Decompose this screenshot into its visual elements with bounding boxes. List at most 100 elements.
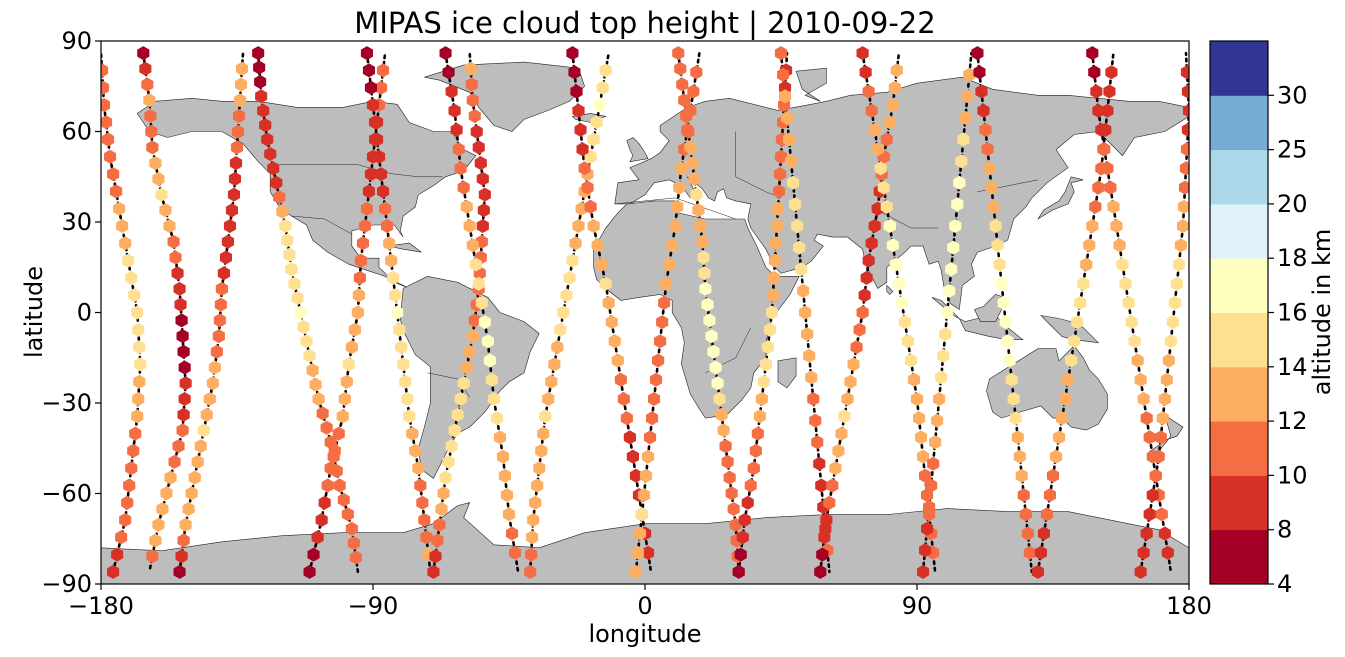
cloud-point xyxy=(949,219,962,233)
cloud-point xyxy=(551,340,564,355)
cloud-point xyxy=(1137,545,1150,560)
cloud-point xyxy=(749,443,762,458)
cloud-point xyxy=(759,357,772,372)
cloud-point xyxy=(874,161,887,176)
cloud-point xyxy=(225,203,238,218)
cloud-point xyxy=(1104,180,1117,195)
cloud-point xyxy=(690,65,703,80)
colorbar-segment xyxy=(1210,149,1268,205)
cloud-point xyxy=(477,203,490,218)
cloud-point xyxy=(1007,392,1020,406)
orbit-track xyxy=(571,51,653,574)
colorbar-segment xyxy=(1210,529,1268,585)
cloud-point xyxy=(233,109,246,123)
cloud-point xyxy=(945,262,958,277)
cloud-point xyxy=(442,454,455,469)
cloud-point xyxy=(729,517,742,532)
cloud-point xyxy=(1156,411,1169,426)
cloud-point xyxy=(206,376,219,391)
cloud-point xyxy=(1164,334,1177,349)
cloud-point xyxy=(678,93,691,108)
cloud-point xyxy=(1182,103,1189,118)
cloud-point xyxy=(487,392,500,406)
land-japan xyxy=(1037,176,1084,220)
colorbar-tick-label: 12 xyxy=(1277,407,1308,435)
cloud-point xyxy=(377,63,390,78)
cloud-point xyxy=(203,392,216,406)
cloud-point xyxy=(525,547,538,562)
cloud-point xyxy=(1019,507,1032,522)
cloud-point xyxy=(412,461,425,476)
cloud-point xyxy=(375,167,388,182)
cloud-point xyxy=(652,353,665,368)
cloud-point xyxy=(690,187,703,202)
colorbar-segment xyxy=(1210,421,1268,476)
colorbar-segment xyxy=(1210,366,1268,422)
cloud-point xyxy=(1098,142,1111,157)
cloud-point xyxy=(137,46,150,61)
cloud-point xyxy=(496,449,509,464)
cloud-point xyxy=(389,288,402,303)
colorbar-segment xyxy=(1210,475,1268,531)
cloud-point xyxy=(451,407,464,422)
cloud-point xyxy=(176,329,189,344)
cloud-point xyxy=(309,377,322,392)
cloud-point xyxy=(1180,65,1189,80)
colorbar-segment xyxy=(1210,203,1268,259)
cloud-point xyxy=(957,132,970,147)
cloud-point xyxy=(671,199,684,214)
cloud-point xyxy=(865,236,878,251)
cloud-point xyxy=(155,187,168,202)
cloud-point xyxy=(178,392,191,406)
cloud-point xyxy=(799,305,812,320)
cloud-point xyxy=(853,322,866,337)
cloud-point xyxy=(493,430,506,445)
cloud-point xyxy=(1037,526,1050,541)
cloud-point xyxy=(633,526,646,541)
cloud-point xyxy=(648,392,661,406)
cloud-point xyxy=(121,495,134,510)
cloud-point xyxy=(1131,353,1144,368)
point-layer xyxy=(101,46,1189,579)
orbit-track xyxy=(634,51,701,574)
cloud-point xyxy=(847,357,860,372)
cloud-point xyxy=(1080,257,1093,272)
cloud-point xyxy=(200,407,213,422)
y-tick-label: 60 xyxy=(61,118,92,146)
cloud-point xyxy=(755,392,768,406)
cloud-point xyxy=(345,340,358,355)
cloud-point xyxy=(947,240,960,255)
cloud-point xyxy=(420,530,433,545)
cloud-point xyxy=(146,549,159,564)
cloud-point xyxy=(418,513,431,527)
cloud-point xyxy=(385,253,398,268)
cloud-point xyxy=(816,547,829,562)
cloud-point xyxy=(599,63,612,78)
cloud-point xyxy=(709,360,722,375)
land-uk xyxy=(626,137,649,163)
cloud-point xyxy=(403,409,416,424)
border-line xyxy=(291,215,352,235)
cloud-point xyxy=(1088,65,1101,80)
cloud-point xyxy=(223,219,236,233)
cloud-point xyxy=(975,84,988,99)
cloud-point xyxy=(524,564,537,579)
cloud-point xyxy=(228,171,241,186)
cloud-point xyxy=(807,392,820,406)
cloud-point xyxy=(194,439,207,454)
cloud-point xyxy=(1134,564,1147,579)
y-tick-label: −30 xyxy=(41,389,92,417)
cloud-point xyxy=(502,507,516,522)
cloud-point xyxy=(904,353,917,368)
cloud-point xyxy=(294,305,307,320)
cloud-point xyxy=(886,98,899,112)
cloud-point xyxy=(1077,276,1090,291)
cloud-point xyxy=(101,115,113,130)
cloud-point xyxy=(883,219,896,233)
cloud-point xyxy=(1154,430,1167,445)
cloud-point xyxy=(122,253,135,268)
cloud-point xyxy=(925,478,938,493)
cloud-point xyxy=(989,219,1002,233)
cloud-point xyxy=(351,305,364,320)
cloud-point xyxy=(1053,430,1066,445)
